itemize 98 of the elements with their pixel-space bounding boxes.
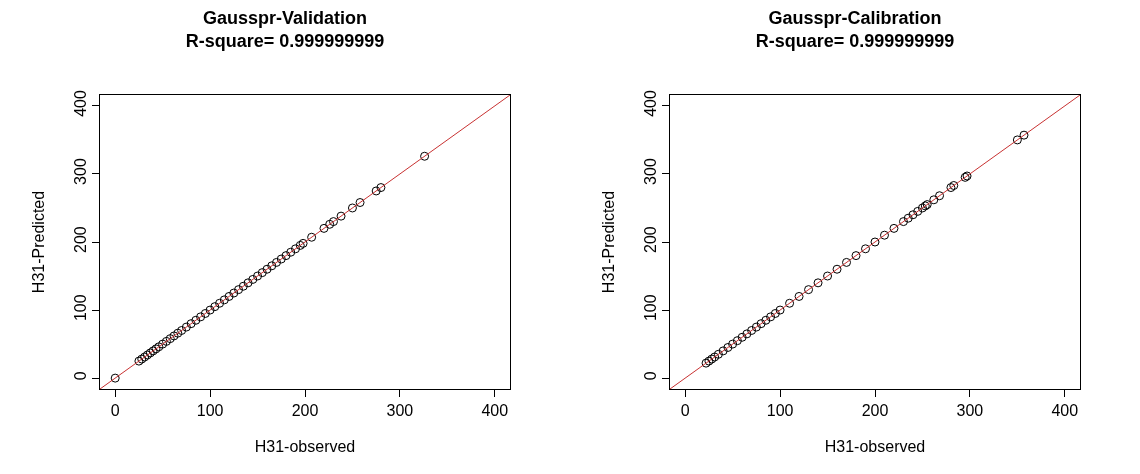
point (267, 261, 277, 271)
point (286, 247, 296, 257)
y-tick-label: 300 (71, 158, 89, 185)
point (770, 308, 780, 318)
point (272, 257, 282, 267)
point (196, 312, 206, 322)
point (215, 298, 225, 308)
chart-title: Gausspr-Validation (202, 7, 368, 28)
x-tick-label: 300 (956, 402, 984, 420)
x-tick-label: 0 (110, 402, 120, 420)
y-tick-label: 400 (641, 90, 659, 117)
point (823, 271, 833, 281)
x-tick-label: 100 (196, 402, 224, 420)
point (205, 305, 215, 315)
chart-title: Gausspr-Calibration (768, 7, 942, 28)
y-tick-label: 100 (641, 294, 659, 322)
point (756, 319, 766, 329)
point (248, 274, 258, 284)
point (813, 278, 823, 288)
point (276, 254, 286, 264)
y-tick-label: 0 (641, 371, 659, 381)
point (234, 285, 244, 295)
point (420, 151, 430, 161)
point (761, 315, 771, 325)
y-tick-label: 200 (641, 226, 659, 253)
point (879, 230, 889, 240)
point (870, 237, 880, 247)
x-tick-label: 400 (481, 402, 509, 420)
point (737, 332, 747, 342)
point (903, 213, 913, 223)
x-tick-label: 200 (291, 402, 319, 420)
point (728, 339, 738, 349)
point (889, 223, 899, 233)
point (742, 329, 752, 339)
point (898, 217, 908, 227)
y-tick-label: 300 (641, 158, 659, 185)
point (747, 325, 757, 335)
point (262, 264, 272, 274)
x-axis-title: H31-observed (254, 437, 356, 455)
point (913, 206, 923, 216)
point (723, 342, 733, 352)
point (1012, 135, 1022, 145)
y-tick-label: 200 (71, 226, 89, 253)
point (110, 373, 120, 383)
point (307, 232, 317, 242)
point (929, 195, 939, 205)
chart-subtitle: R-square= 0.999999999 (185, 31, 385, 52)
point (935, 191, 945, 201)
point (238, 281, 248, 291)
point (732, 336, 742, 346)
x-tick-label: 200 (861, 402, 889, 420)
y-axis-title: H31-Predicted (30, 190, 48, 294)
point (775, 305, 785, 315)
point (219, 295, 229, 305)
point (243, 278, 253, 288)
x-tick-label: 300 (386, 402, 414, 420)
point (191, 315, 201, 325)
x-tick-label: 0 (680, 402, 690, 420)
point (1019, 130, 1029, 140)
y-tick-label: 100 (71, 294, 89, 322)
point (257, 268, 267, 278)
point (253, 271, 263, 281)
point (177, 325, 187, 335)
point (173, 328, 183, 338)
point (229, 288, 239, 298)
point (785, 298, 795, 308)
point (794, 291, 804, 301)
point (718, 346, 728, 356)
x-tick-label: 400 (1051, 402, 1079, 420)
point (851, 251, 861, 261)
point (281, 251, 291, 261)
point (751, 322, 761, 332)
point (224, 291, 234, 301)
point (200, 308, 210, 318)
point (181, 322, 191, 332)
point (169, 331, 179, 341)
y-tick-label: 0 (71, 371, 89, 381)
point (210, 302, 220, 312)
point (842, 257, 852, 267)
point (908, 210, 918, 220)
chart-subtitle: R-square= 0.999999999 (755, 31, 955, 52)
x-axis-title: H31-observed (824, 437, 926, 455)
point (336, 211, 346, 221)
point (319, 223, 329, 233)
point (376, 183, 386, 193)
y-tick-label: 400 (71, 90, 89, 117)
point (347, 203, 357, 213)
point (165, 334, 175, 344)
point (371, 186, 381, 196)
point (861, 244, 871, 254)
point (832, 264, 842, 274)
y-axis-title: H31-Predicted (600, 190, 618, 294)
point (804, 285, 814, 295)
x-tick-label: 100 (766, 402, 794, 420)
point (291, 244, 301, 254)
point (355, 198, 365, 208)
point (766, 312, 776, 322)
point (186, 319, 196, 329)
